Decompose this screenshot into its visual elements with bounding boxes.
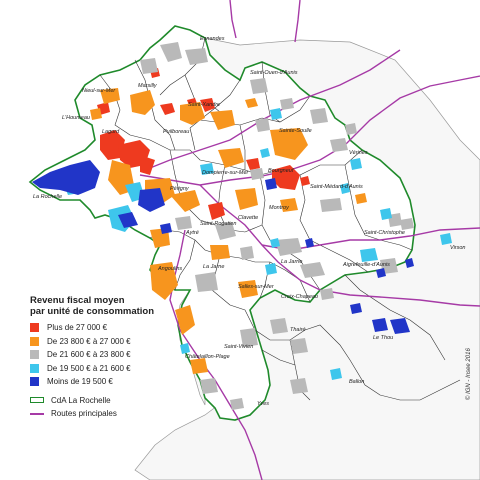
label-chatelaillon: Châtelaillon-Plage [185,354,230,360]
legend-class-3-label: De 21 600 € à 23 800 € [47,350,131,360]
label-croix-chapeau: Croix-Chapeau [281,294,318,300]
label-saint-rogatien: Saint-Rogatien [200,221,236,227]
legend-boundary-label: CdA La Rochelle [51,395,111,405]
label-virson: Virson [450,245,466,251]
label-la-rochelle: La Rochelle [33,194,62,200]
income-21600-23800 [140,42,414,410]
label-la-jarrie: La Jarrie [281,259,302,265]
legend-class-5: Moins de 19 500 € [30,375,190,389]
legend-title-line2: par unité de consommation [30,305,155,317]
legend-class-4: De 19 500 € à 21 600 € [30,362,190,376]
label-la-jarne: La Jarne [203,264,224,270]
label-saint-vivien: Saint-Vivien [224,344,253,350]
legend-class-4-label: De 19 500 € à 21 600 € [47,363,131,373]
label-montroy: Montroy [269,205,290,211]
label-ballon: Ballon [349,379,364,385]
legend-title: Revenu fiscal moyen par unité de consomm… [30,295,190,317]
label-esnandes: Esnandes [200,36,225,42]
swatch-orange [30,336,39,346]
label-clavette: Clavette [238,215,258,221]
swatch-dark-blue [30,377,39,387]
label-dompierre: Dompierre-sur-Mer [202,170,250,176]
commune-boundaries [99,37,461,401]
label-houmeau: L'Houmeau [62,115,90,121]
legend-class-1-label: Plus de 27 000 € [47,323,108,333]
label-thaire: Thairé [290,327,306,333]
label-marsilly: Marsilly [138,83,158,89]
place-labels: Esnandes Saint-Ouen-d'Aunis Marsilly Nie… [33,36,466,407]
label-le-thou: Le Thou [373,335,393,341]
label-saint-xandre: Saint-Xandre [188,102,220,108]
label-nieul: Nieul-sur-Mer [82,88,116,94]
label-saint-christophe: Saint-Christophe [364,230,405,236]
label-verines: Vérines [349,150,368,156]
swatch-light-blue [30,363,39,373]
legend-boundary: CdA La Rochelle [30,394,190,408]
label-salles: Salles-sur-Mer [238,284,275,290]
legend-roads-label: Routes principales [51,409,117,419]
legend-class-3: De 21 600 € à 23 800 € [30,348,190,362]
label-angoulins: Angoulins [157,266,182,272]
label-perigny: Périgny [170,186,190,192]
label-sainte-soulle: Sainte-Soulle [279,128,312,134]
label-aigrefeuille: Aigrefeuille-d'Aunis [342,262,390,268]
road-symbol [30,413,44,415]
legend-class-2-label: De 23 800 € à 27 000 € [47,336,131,346]
legend: Revenu fiscal moyen par unité de consomm… [30,295,190,421]
income-plus-27000 [97,68,310,220]
cda-territory [28,25,416,421]
label-saint-ouen: Saint-Ouen-d'Aunis [250,70,298,76]
swatch-red [30,323,39,333]
swatch-grey [30,350,39,360]
legend-title-line1: Revenu fiscal moyen [30,295,125,306]
legend-class-1: Plus de 27 000 € [30,321,190,335]
label-bourgneuf: Bourgneuf [268,168,294,174]
label-saint-medard: Saint-Médard-d'Aunis [310,184,363,190]
label-puilboreau: Puilboreau [163,129,189,135]
label-lagord: Lagord [102,129,120,135]
label-yves: Yves [257,401,269,407]
legend-class-2: De 23 800 € à 27 000 € [30,335,190,349]
credit: © IGN - Insee 2016 [466,348,472,400]
legend-class-5-label: Moins de 19 500 € [47,377,113,387]
income-moins-19500 [32,160,414,334]
label-aytre: Aytré [185,230,199,236]
legend-roads: Routes principales [30,407,190,421]
boundary-symbol [30,397,44,404]
